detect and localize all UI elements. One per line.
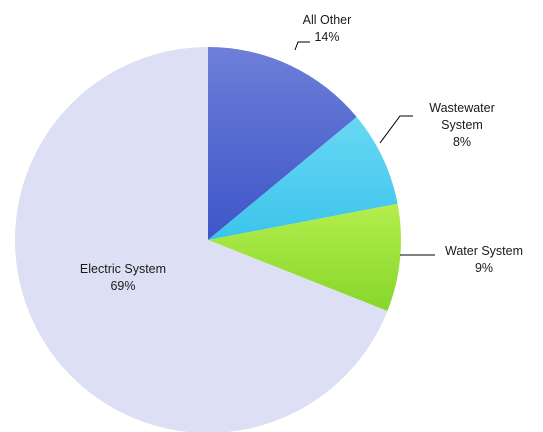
slice-label-percent: 9% (475, 261, 493, 275)
slice-label-percent: 8% (453, 135, 471, 149)
leader-line-all-other (294, 41, 310, 51)
slice-label-name-line: System (441, 118, 483, 132)
slice-label-name-line: Electric System (80, 262, 166, 276)
pie-slice-water-system (208, 203, 401, 312)
slice-label-electric-system: Electric System 69% (80, 262, 166, 293)
slice-label-name-line: Wastewater (429, 101, 495, 115)
pie-slices (15, 47, 401, 432)
slice-label-name-line: Water System (445, 244, 523, 258)
pie-slice-electric-system (15, 47, 388, 432)
slice-labels: All Other 14% Wastewater System 8% Water Syst… (80, 13, 523, 293)
pie-slice-wastewater-system (208, 116, 398, 240)
pie-slice-all-other (208, 47, 357, 240)
leader-lines (294, 41, 435, 256)
slice-label-wastewater-system: Wastewater System 8% (429, 101, 495, 149)
slice-label-percent: 14% (314, 30, 339, 44)
leader-line-wastewater-system (379, 115, 413, 144)
slice-label-water-system: Water System 9% (445, 244, 523, 275)
slice-label-name-line: All Other (303, 13, 352, 27)
slice-label-all-other: All Other 14% (303, 13, 352, 44)
slice-label-percent: 69% (110, 279, 135, 293)
